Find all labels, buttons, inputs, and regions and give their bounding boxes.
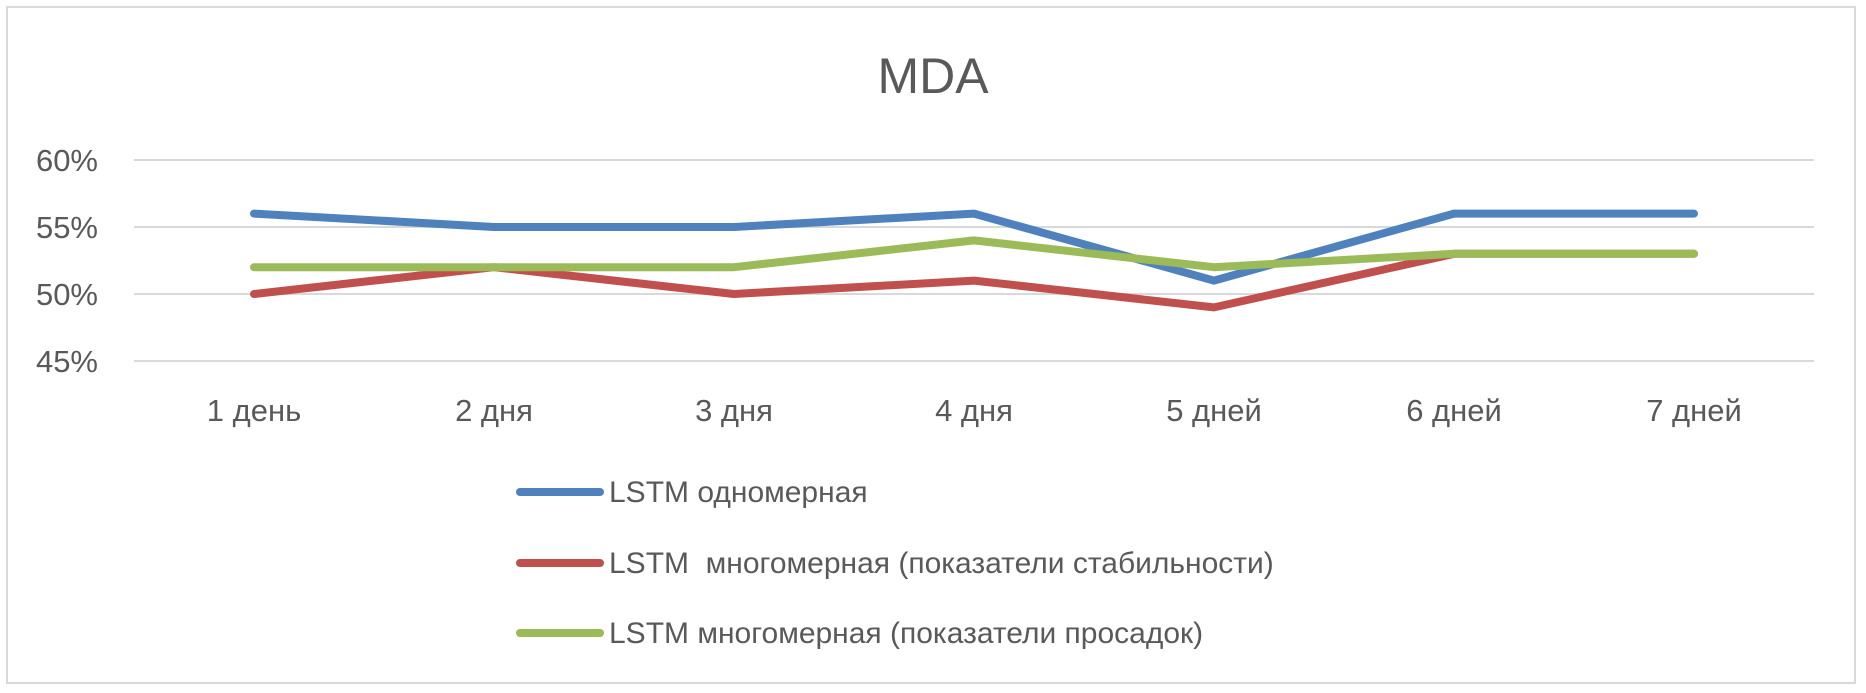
series-line bbox=[250, 209, 1698, 285]
legend-label: LSTM многомерная (показатели просадок) bbox=[609, 617, 1203, 650]
legend: LSTM одномерная LSTM многомерная (показат… bbox=[516, 476, 1274, 650]
x-axis-ticks: 1 день 2 дня 3 дня 4 дня 5 дней 6 дней 7 дней bbox=[207, 393, 1742, 428]
x-tick-label: 7 дней bbox=[1646, 393, 1742, 428]
gridlines bbox=[134, 159, 1814, 362]
y-axis-ticks: 45% 50% 55% 60% bbox=[36, 143, 98, 379]
legend-label: LSTM многомерная (показатели стабильност… bbox=[609, 547, 1274, 580]
y-tick-label: 50% bbox=[36, 277, 98, 312]
chart-title: MDA bbox=[877, 48, 989, 104]
y-tick-label: 55% bbox=[36, 210, 98, 245]
x-tick-label: 6 дней bbox=[1406, 393, 1502, 428]
chart-frame bbox=[6, 6, 1856, 684]
x-tick-label: 1 день bbox=[207, 393, 301, 428]
y-tick-label: 60% bbox=[36, 143, 98, 178]
legend-label: LSTM одномерная bbox=[609, 476, 868, 509]
x-tick-label: 4 дня bbox=[935, 393, 1013, 428]
x-tick-label: 2 дня bbox=[455, 393, 533, 428]
y-tick-label: 45% bbox=[36, 344, 98, 379]
x-tick-label: 3 дня bbox=[695, 393, 773, 428]
series-line bbox=[250, 249, 1698, 312]
series-line bbox=[250, 236, 1698, 272]
x-tick-label: 5 дней bbox=[1166, 393, 1262, 428]
series-lines bbox=[250, 209, 1698, 312]
